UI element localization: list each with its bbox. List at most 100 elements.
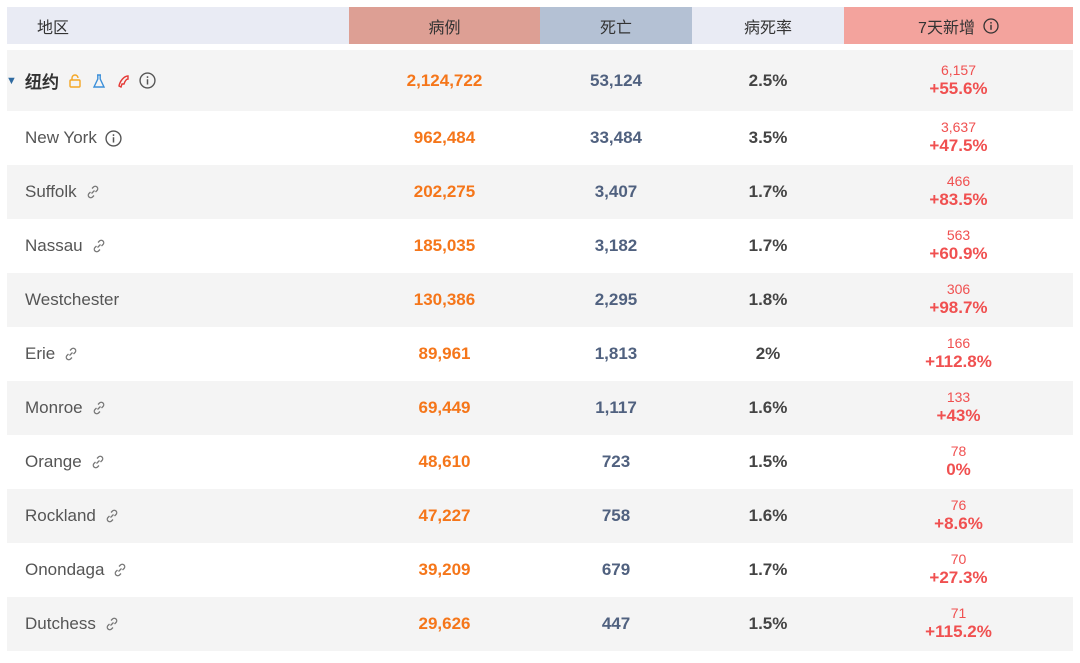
cases-value: 69,449 bbox=[418, 398, 471, 417]
new7d-cell: 133 +43% bbox=[844, 381, 1073, 435]
table-row[interactable]: Suffolk 202,275 3,407 1.7% 466 +83.5% bbox=[7, 165, 1073, 219]
deaths-value: 1,117 bbox=[595, 398, 637, 417]
region-cell: Dutchess bbox=[7, 597, 349, 651]
rate-cell: 1.5% bbox=[692, 597, 844, 651]
cases-cell: 185,035 bbox=[349, 219, 540, 273]
table-row[interactable]: Westchester 130,386 2,295 1.8% 306 +98.7% bbox=[7, 273, 1073, 327]
link-icon[interactable] bbox=[104, 508, 120, 524]
deaths-cell: 1,117 bbox=[540, 381, 692, 435]
rate-value: 1.5% bbox=[748, 452, 788, 471]
deaths-value: 723 bbox=[601, 452, 631, 471]
info-icon[interactable] bbox=[139, 72, 156, 89]
deaths-cell: 723 bbox=[540, 435, 692, 489]
new7d-cell: 76 +8.6% bbox=[844, 489, 1073, 543]
table-row[interactable]: Onondaga 39,209 679 1.7% 70 +27.3% bbox=[7, 543, 1073, 597]
region-cell: Monroe bbox=[7, 381, 349, 435]
region-cell: New York bbox=[7, 111, 349, 165]
new7d-percent: +115.2% bbox=[925, 622, 992, 641]
new7d-percent: +98.7% bbox=[929, 298, 988, 317]
new7d-count: 3,637 bbox=[940, 119, 977, 135]
rate-cell: 3.5% bbox=[692, 111, 844, 165]
rate-cell: 1.7% bbox=[692, 543, 844, 597]
new7d-count: 466 bbox=[946, 173, 971, 189]
table-row[interactable]: New York 962,484 33,484 3.5% 3,637 +47.5% bbox=[7, 111, 1073, 165]
region-name: Orange bbox=[25, 452, 82, 471]
rate-value: 1.5% bbox=[748, 614, 788, 633]
expand-caret-icon[interactable]: ▼ bbox=[6, 74, 17, 87]
rate-value: 2% bbox=[755, 344, 781, 363]
link-icon[interactable] bbox=[91, 400, 107, 416]
cases-value: 202,275 bbox=[413, 182, 476, 201]
region-name: Rockland bbox=[25, 506, 96, 525]
flask-icon[interactable] bbox=[91, 73, 107, 89]
table-row[interactable]: Rockland 47,227 758 1.6% 76 +8.6% bbox=[7, 489, 1073, 543]
link-icon[interactable] bbox=[85, 184, 101, 200]
new7d-percent: +60.9% bbox=[929, 244, 988, 263]
new7d-count: 70 bbox=[950, 551, 967, 567]
rate-value: 1.7% bbox=[748, 236, 788, 255]
region-name: Nassau bbox=[25, 236, 83, 255]
new7d-percent: +43% bbox=[936, 406, 981, 425]
link-icon[interactable] bbox=[63, 346, 79, 362]
covid-data-table: 地区 病例 死亡 病死率 7天新增 ▼ 纽约 bbox=[6, 7, 1073, 651]
table-row[interactable]: Orange 48,610 723 1.5% 78 0% bbox=[7, 435, 1073, 489]
region-name: Suffolk bbox=[25, 182, 77, 201]
new7d-percent: +112.8% bbox=[925, 352, 992, 371]
header-deaths[interactable]: 死亡 bbox=[540, 7, 692, 44]
deaths-value: 3,407 bbox=[594, 182, 638, 201]
table-row[interactable]: Erie 89,961 1,813 2% 166 +112.8% bbox=[7, 327, 1073, 381]
rate-cell: 2.5% bbox=[692, 50, 844, 111]
new7d-percent: +55.6% bbox=[929, 78, 988, 98]
new7d-percent: +27.3% bbox=[929, 568, 988, 587]
new7d-cell: 78 0% bbox=[844, 435, 1073, 489]
new7d-count: 166 bbox=[946, 335, 971, 351]
cases-cell: 202,275 bbox=[349, 165, 540, 219]
cases-value: 39,209 bbox=[418, 560, 471, 579]
header-region[interactable]: 地区 bbox=[7, 7, 349, 44]
link-icon[interactable] bbox=[90, 454, 106, 470]
phone-icon[interactable] bbox=[115, 73, 131, 89]
cases-cell: 39,209 bbox=[349, 543, 540, 597]
link-icon[interactable] bbox=[91, 238, 107, 254]
info-icon[interactable] bbox=[105, 129, 122, 147]
new7d-count: 78 bbox=[950, 443, 967, 459]
cases-cell: 89,961 bbox=[349, 327, 540, 381]
table-header: 地区 病例 死亡 病死率 7天新增 bbox=[7, 7, 1073, 44]
cases-value: 89,961 bbox=[418, 344, 471, 363]
table-row[interactable]: Dutchess 29,626 447 1.5% 71 +115.2% bbox=[7, 597, 1073, 651]
deaths-cell: 3,182 bbox=[540, 219, 692, 273]
new7d-cell: 466 +83.5% bbox=[844, 165, 1073, 219]
header-new7d-label: 7天新增 bbox=[918, 19, 975, 37]
new7d-percent: +47.5% bbox=[929, 136, 988, 155]
link-icon[interactable] bbox=[104, 616, 120, 632]
new7d-percent: 0% bbox=[946, 460, 971, 479]
header-rate[interactable]: 病死率 bbox=[692, 7, 844, 44]
deaths-cell: 2,295 bbox=[540, 273, 692, 327]
header-new7d[interactable]: 7天新增 bbox=[844, 7, 1073, 44]
info-icon[interactable] bbox=[983, 17, 999, 34]
new7d-cell: 306 +98.7% bbox=[844, 273, 1073, 327]
table-row-parent[interactable]: ▼ 纽约 2,124,722 53,124 2.5% 6,157 +55.6% bbox=[6, 50, 1073, 111]
rate-cell: 1.6% bbox=[692, 489, 844, 543]
deaths-cell: 447 bbox=[540, 597, 692, 651]
lock-icon[interactable] bbox=[67, 73, 83, 89]
deaths-cell: 679 bbox=[540, 543, 692, 597]
new7d-cell: 71 +115.2% bbox=[844, 597, 1073, 651]
link-icon[interactable] bbox=[112, 562, 128, 578]
region-cell: ▼ 纽约 bbox=[6, 50, 349, 111]
table-row[interactable]: Monroe 69,449 1,117 1.6% 133 +43% bbox=[7, 381, 1073, 435]
region-cell: Orange bbox=[7, 435, 349, 489]
rate-value: 1.6% bbox=[748, 506, 788, 525]
cases-value: 130,386 bbox=[413, 290, 476, 309]
new7d-count: 306 bbox=[946, 281, 971, 297]
region-name: Dutchess bbox=[25, 614, 96, 633]
deaths-value: 447 bbox=[601, 614, 631, 633]
region-name: Onondaga bbox=[25, 560, 105, 579]
cases-cell: 47,227 bbox=[349, 489, 540, 543]
header-cases[interactable]: 病例 bbox=[349, 7, 540, 44]
cases-cell: 48,610 bbox=[349, 435, 540, 489]
table-row[interactable]: Nassau 185,035 3,182 1.7% 563 +60.9% bbox=[7, 219, 1073, 273]
region-name: Erie bbox=[25, 344, 56, 363]
new7d-cell: 563 +60.9% bbox=[844, 219, 1073, 273]
deaths-value: 1,813 bbox=[594, 344, 638, 363]
